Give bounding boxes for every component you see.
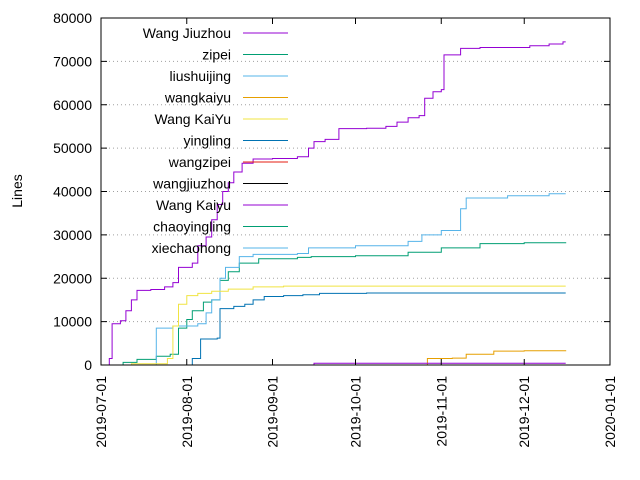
y-axis-label: Lines xyxy=(9,174,25,207)
series-line-1 xyxy=(106,41,566,366)
x-axis: 2019-07-01 2019-08-01 2019-09-01 2019-10-01… xyxy=(93,18,618,448)
y-tick-label: 80000 xyxy=(53,10,92,26)
x-tick-label: 2019-12-01 xyxy=(516,376,532,448)
legend: Wang Jiuzhou zipei liushuijing wangkaiyu Wan… xyxy=(143,25,288,256)
y-tick-label: 20000 xyxy=(53,270,92,286)
x-tick-label: 2019-07-01 xyxy=(93,376,109,448)
legend-label: xiechaohong xyxy=(152,240,231,256)
legend-label: Wang KaiYu xyxy=(154,111,231,127)
legend-label: wangjiuzhou xyxy=(152,176,231,192)
y-tick-label: 0 xyxy=(84,357,92,373)
series-line-6 xyxy=(175,292,566,366)
legend-label: wangkaiyu xyxy=(164,90,231,106)
x-tick-label: 2019-10-01 xyxy=(348,376,364,448)
series-line-5 xyxy=(123,285,566,366)
x-tick-label: 2019-11-01 xyxy=(433,376,449,447)
legend-label: zipei xyxy=(202,47,231,63)
y-tick-label: 70000 xyxy=(53,53,92,69)
gridlines xyxy=(101,60,610,323)
series-line-2 xyxy=(120,242,567,366)
legend-label: Wang Jiuzhou xyxy=(143,25,231,41)
x-tick-label: 2019-09-01 xyxy=(265,376,281,448)
y-tick-label: 30000 xyxy=(53,227,92,243)
legend-label: yingling xyxy=(184,133,231,149)
legend-label: chaoyingling xyxy=(153,219,231,235)
series-line-3 xyxy=(153,193,566,366)
y-tick-label: 60000 xyxy=(53,97,92,113)
y-tick-label: 50000 xyxy=(53,140,92,156)
y-axis: 0 10000 20000 30000 40000 50000 60000 70000 8000… xyxy=(53,10,610,373)
legend-label: wangzipei xyxy=(168,154,231,170)
legend-label: Wang Kaiyu xyxy=(156,197,231,213)
y-tick-label: 10000 xyxy=(53,314,92,330)
series-line-4 xyxy=(424,350,567,366)
x-tick-label: 2019-08-01 xyxy=(179,376,195,448)
y-tick-label: 40000 xyxy=(53,184,92,200)
x-tick-label: 2020-01-01 xyxy=(602,376,618,448)
legend-label: liushuijing xyxy=(170,68,231,84)
